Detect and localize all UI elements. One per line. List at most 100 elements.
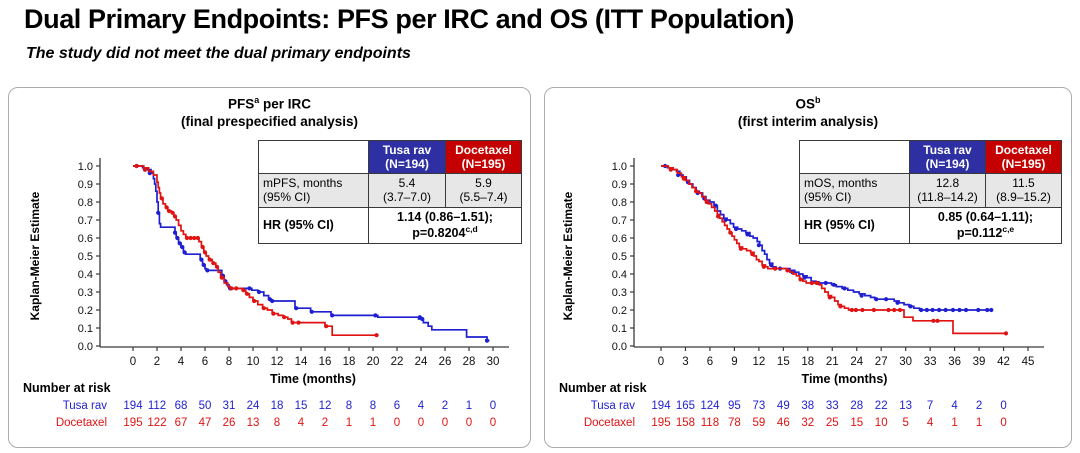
censor-marker (296, 320, 301, 325)
censor-marker (919, 307, 924, 313)
censor-marker (761, 264, 766, 269)
hr-footnote: c,e (1002, 224, 1015, 235)
x-tick-label: 21 (826, 356, 839, 368)
censor-marker (205, 268, 210, 273)
censor-marker (241, 288, 246, 293)
censor-marker (175, 235, 180, 241)
pfs-km-chart: 0.00.10.20.30.40.50.60.70.80.91.00 2 4 6 8 10… (23, 158, 509, 429)
pfs-panel: 0.0 0.1 0.2 0.3 0.4 0.5 0.6 0.7 0.8 0.9 1.0 0 2 4 6 8 10… (8, 87, 531, 448)
median-ci: (3.7–7.0) (382, 190, 432, 205)
median-row-label: mPFS, months (95% CI) (258, 173, 369, 208)
censor-marker (142, 167, 148, 172)
censor-marker (484, 338, 490, 343)
x-tick-label: 24 (415, 356, 428, 368)
y-axis-title: Kaplan-Meier Estimate (561, 191, 575, 320)
risk-value: 1 (466, 400, 472, 412)
censor-marker (261, 306, 266, 311)
risk-value: 194 (651, 400, 671, 412)
risk-value: 0 (490, 417, 496, 429)
censor-marker (294, 306, 299, 311)
censor-marker (798, 277, 803, 282)
x-tick-label: 30 (487, 356, 500, 368)
risk-value: 194 (123, 400, 143, 412)
risk-value: 28 (850, 400, 863, 412)
censor-marker (935, 318, 940, 323)
median-value: 5.9 (475, 176, 492, 191)
risk-value: 78 (728, 417, 741, 429)
x-tick-label: 0 (658, 356, 664, 368)
x-tick-label: 18 (343, 356, 356, 368)
x-tick-label: 36 (948, 356, 961, 368)
x-axis-title: Time (months) (802, 372, 888, 386)
median-value: 12.8 (935, 176, 960, 191)
censor-marker (957, 307, 962, 313)
censor-marker (172, 214, 178, 219)
x-tick-label: 27 (875, 356, 888, 368)
risk-title: Number at risk (23, 381, 111, 395)
risk-value: 15 (850, 417, 863, 429)
censor-marker (166, 208, 172, 214)
risk-value: 8 (274, 417, 280, 429)
censor-marker (214, 264, 220, 269)
docetaxel-name: Docetaxel (995, 143, 1052, 157)
x-tick-label: 6 (202, 356, 208, 368)
risk-value: 33 (826, 400, 839, 412)
x-tick-label: 30 (899, 356, 912, 368)
pfs-results-table: Tusa rav (N=194) Docetaxel (N=195) mPFS, m… (258, 139, 522, 245)
censor-marker (814, 280, 819, 286)
median-label-line2: (95% CI) (263, 190, 311, 205)
censor-marker (693, 189, 699, 194)
y-tick-label: 0.3 (612, 287, 627, 299)
censor-marker (908, 304, 913, 309)
risk-value: 12 (319, 400, 332, 412)
hr-value-cell: 0.85 (0.64–1.11); p=0.112c,e (909, 206, 1062, 245)
tusa-rav-n: (N=194) (385, 157, 429, 172)
median-value: 5.4 (398, 176, 416, 191)
risk-value: 118 (701, 417, 719, 429)
risk-value: 18 (271, 400, 284, 412)
x-tick-label: 24 (850, 356, 863, 368)
pfs-title-footnote-a: a (254, 95, 260, 105)
os-panel-title-line2: (first interim analysis) (737, 114, 879, 130)
censor-marker (733, 226, 739, 232)
risk-value: 46 (777, 417, 790, 429)
hr-pvalue: p=0.112 (956, 226, 1003, 241)
tusa-rav-name: Tusa rav (382, 143, 432, 157)
km-curve-docetaxel (661, 165, 1006, 335)
censor-marker (309, 309, 314, 314)
censor-marker (827, 295, 832, 300)
risk-value: 7 (927, 400, 933, 412)
censor-marker (290, 320, 295, 325)
y-tick-label: 0.7 (612, 215, 627, 227)
censor-marker (728, 230, 733, 235)
censor-marker (324, 324, 329, 329)
y-tick-label: 0.0 (612, 341, 627, 353)
censor-marker (897, 307, 903, 313)
censor-marker (229, 286, 234, 291)
x-tick-label: 22 (391, 356, 404, 368)
censor-marker (823, 280, 828, 286)
docetaxel-median-cell: 11.5 (8.9–15.2) (985, 173, 1062, 208)
censor-marker (874, 297, 879, 302)
censor-marker (199, 257, 204, 262)
censor-marker (202, 250, 208, 255)
censor-marker (177, 241, 182, 246)
censor-marker (838, 304, 843, 309)
x-tick-label: 4 (178, 356, 185, 368)
os-panel-title-line1: OSb (545, 95, 1071, 113)
censor-marker (247, 286, 252, 291)
risk-value: 5 (902, 417, 908, 429)
censor-marker (244, 291, 250, 296)
censor-marker (950, 307, 956, 313)
x-tick-label: 3 (682, 356, 688, 368)
risk-value: 32 (801, 417, 814, 429)
risk-value: 1 (951, 417, 957, 429)
censor-marker (849, 307, 854, 313)
docetaxel-column-header: Docetaxel (N=195) (445, 139, 522, 175)
x-tick-label: 18 (801, 356, 814, 368)
censor-marker (924, 307, 929, 313)
censor-marker (134, 163, 139, 169)
y-tick-label: 0.3 (78, 287, 93, 299)
censor-marker (738, 246, 744, 251)
censor-marker (963, 307, 969, 313)
